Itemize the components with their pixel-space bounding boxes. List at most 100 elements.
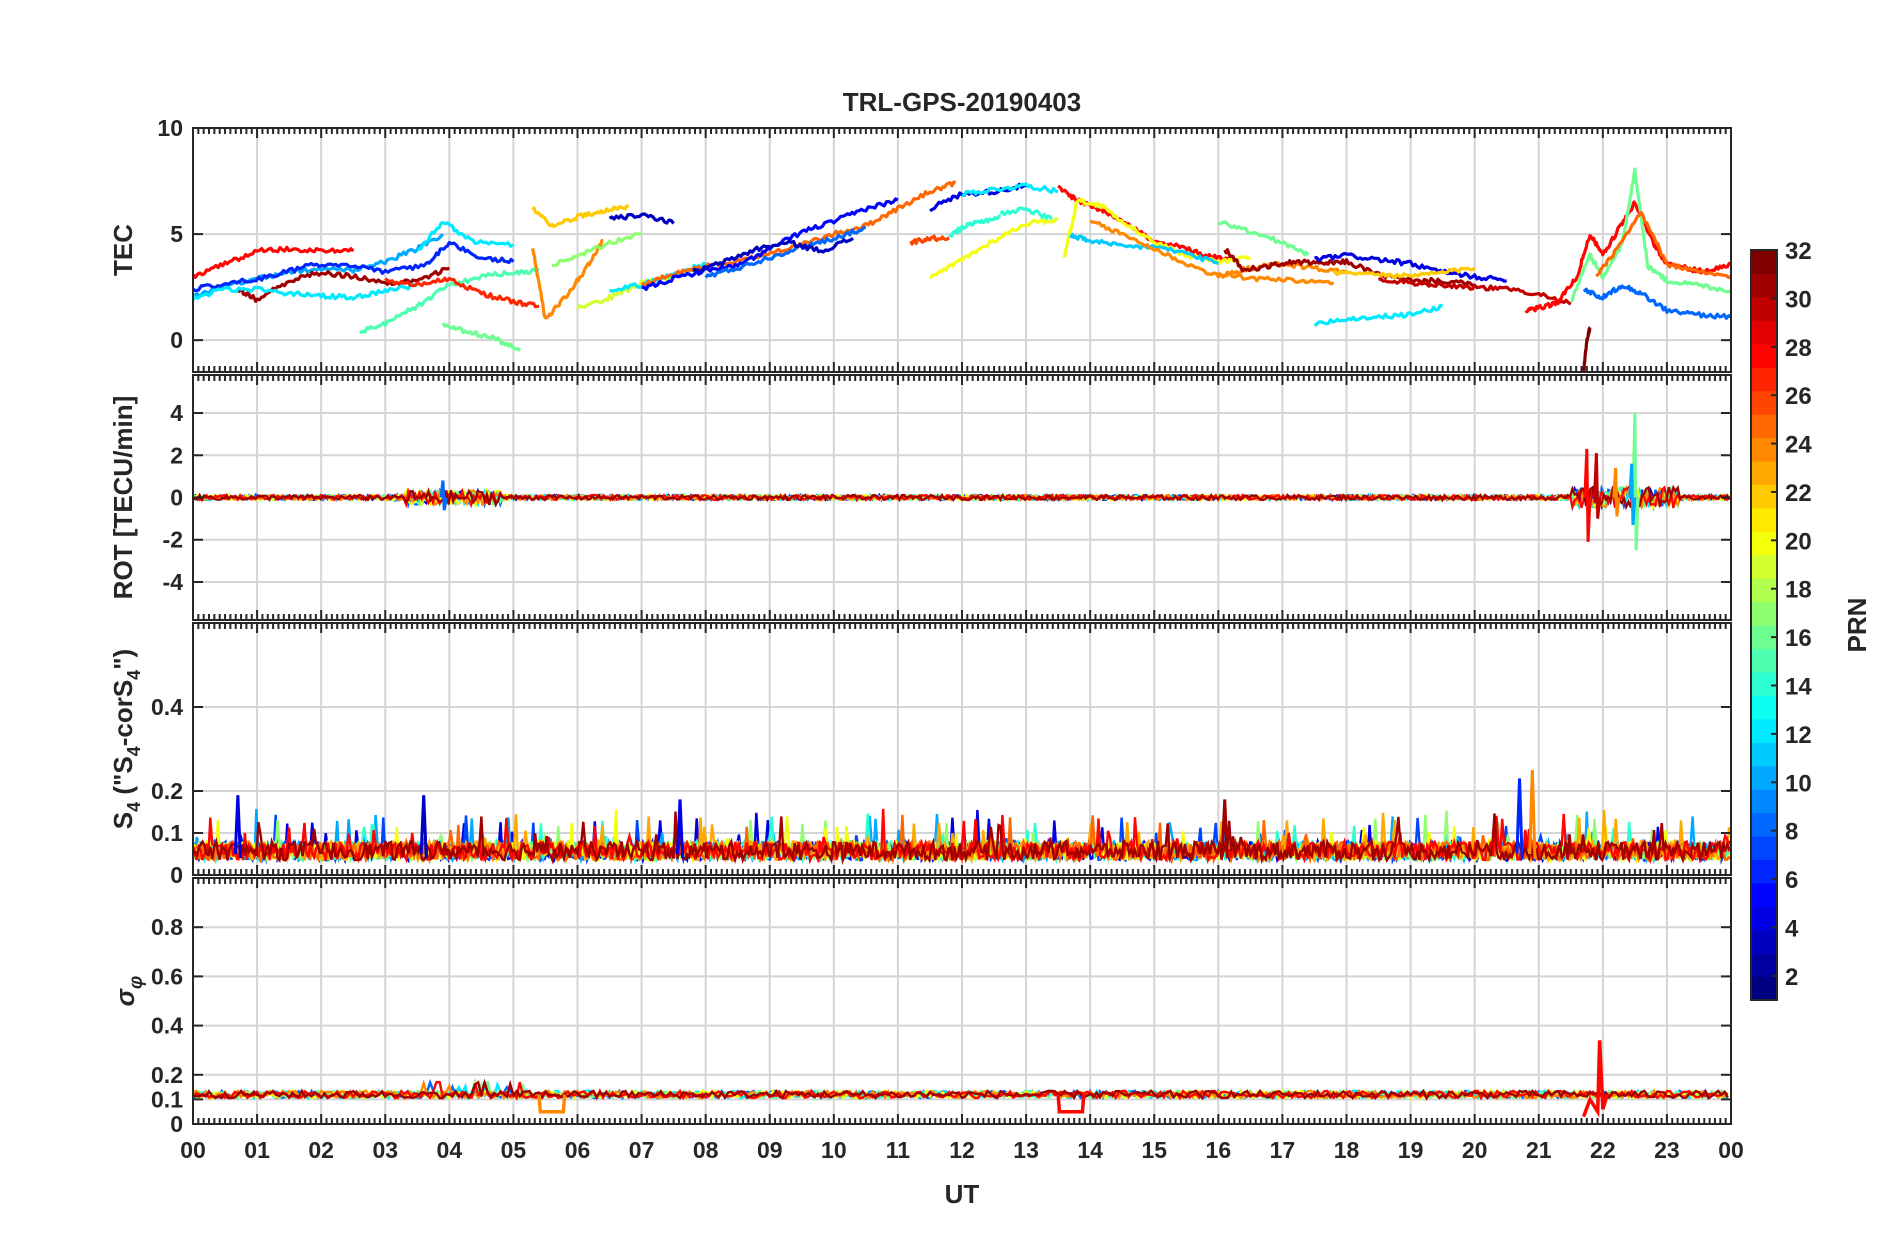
tick-layer bbox=[192, 127, 1732, 1125]
colorbar-swatch bbox=[1751, 601, 1777, 626]
tec-series-prn-12 bbox=[1313, 303, 1444, 327]
colorbar-tick-label: 28 bbox=[1785, 335, 1812, 362]
colorbar-tick-label: 8 bbox=[1785, 819, 1798, 846]
x-tick-label: 03 bbox=[372, 1137, 398, 1163]
panel-sigphi bbox=[193, 1040, 1729, 1118]
colorbar-tick-label: 10 bbox=[1785, 770, 1812, 797]
y-axis-label-tec: TEC bbox=[108, 224, 138, 276]
x-tick-label: 20 bbox=[1462, 1137, 1488, 1163]
tec-series-prn-8 bbox=[704, 226, 866, 279]
y-tick-label-rot: 4 bbox=[170, 400, 183, 426]
s4-peak-prn-4 bbox=[233, 795, 242, 859]
tec-series-prn-22 bbox=[1332, 266, 1476, 280]
tec-series-prn-22 bbox=[531, 204, 630, 229]
label-layer: TRL-GPS-20190403 UT PRN 0510TEC-4-2024RO… bbox=[108, 87, 1872, 1209]
y-axis-label-rot: ROT [TECU/min] bbox=[108, 396, 138, 600]
colorbar-swatch bbox=[1751, 742, 1777, 767]
x-tick-label: 13 bbox=[1013, 1137, 1039, 1163]
tec-series-prn-4 bbox=[1314, 251, 1507, 283]
colorbar-tick-label: 32 bbox=[1785, 238, 1812, 265]
colorbar-swatch bbox=[1751, 531, 1777, 556]
tec-series-prn-28 bbox=[1524, 200, 1731, 314]
tec-series-prn-8 bbox=[1582, 284, 1731, 320]
tec-series-prn-25 bbox=[1595, 210, 1731, 280]
tec-series-prn-24 bbox=[531, 238, 604, 320]
colorbar-swatch bbox=[1751, 273, 1777, 298]
colorbar-swatch bbox=[1751, 648, 1777, 673]
y-tick-label-tec: 10 bbox=[157, 115, 183, 141]
x-tick-label: 15 bbox=[1141, 1137, 1167, 1163]
colorbar-swatch bbox=[1751, 671, 1777, 696]
rot-spike-prn-8 bbox=[439, 480, 448, 511]
colorbar-swatch bbox=[1751, 296, 1777, 321]
panel-rot bbox=[193, 412, 1731, 551]
s4-peak-prn-3 bbox=[419, 795, 428, 859]
panel-tec bbox=[193, 167, 1731, 372]
x-tick-label: 05 bbox=[501, 1137, 527, 1163]
chart-title: TRL-GPS-20190403 bbox=[843, 87, 1081, 117]
x-tick-label: 14 bbox=[1077, 1137, 1103, 1163]
y-tick-label-sigphi: 0.8 bbox=[151, 914, 183, 940]
tec-series-prn-31 bbox=[236, 266, 450, 303]
rot-series-prn-31 bbox=[193, 484, 1731, 511]
tec-series-prn-32 bbox=[1582, 325, 1592, 372]
y-tick-label-rot: -4 bbox=[163, 569, 184, 595]
y-tick-label-tec: 5 bbox=[170, 221, 183, 247]
colorbar-swatch bbox=[1751, 789, 1777, 814]
x-axis-label: UT bbox=[945, 1179, 980, 1209]
rot-spike-prn-30 bbox=[1593, 453, 1602, 519]
y-tick-label-s4: 0.2 bbox=[151, 778, 183, 804]
x-tick-label: 10 bbox=[821, 1137, 847, 1163]
colorbar-swatch bbox=[1751, 976, 1777, 1001]
y-tick-label-sigphi: 0.2 bbox=[151, 1062, 183, 1088]
tec-series-prn-28 bbox=[193, 245, 355, 279]
tec-series-prn-15 bbox=[359, 267, 540, 334]
y-tick-label-s4: 0.1 bbox=[151, 820, 183, 846]
sigphi-dip-prn-24 bbox=[537, 1094, 567, 1114]
x-tick-label: 17 bbox=[1270, 1137, 1296, 1163]
x-tick-label: 06 bbox=[565, 1137, 591, 1163]
x-tick-label: 00 bbox=[1718, 1137, 1744, 1163]
rot-spike-prn-24 bbox=[1612, 467, 1621, 517]
colorbar-tick-label: 26 bbox=[1785, 383, 1812, 410]
colorbar-tick-label: 14 bbox=[1785, 673, 1812, 700]
colorbar-swatch bbox=[1751, 882, 1777, 907]
y-tick-label-tec: 0 bbox=[170, 327, 183, 353]
colorbar-tick-label: 20 bbox=[1785, 528, 1812, 555]
rot-spike-prn-28 bbox=[1583, 448, 1592, 542]
y-tick-label-s4: 0 bbox=[170, 862, 183, 888]
data-layer bbox=[193, 167, 1731, 1118]
tec-series-prn-12 bbox=[417, 221, 515, 252]
colorbar-swatch bbox=[1751, 367, 1777, 392]
y-tick-label-rot: 0 bbox=[170, 485, 183, 511]
colorbar-tick-label: 24 bbox=[1785, 432, 1812, 459]
x-tick-label: 07 bbox=[629, 1137, 655, 1163]
colorbar-swatch bbox=[1751, 460, 1777, 485]
colorbar-swatch bbox=[1751, 929, 1777, 954]
colorbar-frame bbox=[1750, 249, 1778, 1001]
colorbar-swatch bbox=[1751, 250, 1777, 275]
y-tick-label-sigphi: 0.4 bbox=[151, 1013, 183, 1039]
tec-series-prn-3 bbox=[692, 236, 854, 273]
tec-series-prn-24 bbox=[1217, 271, 1335, 286]
x-tick-label: 01 bbox=[244, 1137, 270, 1163]
x-tick-label: 12 bbox=[949, 1137, 975, 1163]
tec-series-prn-12 bbox=[193, 282, 418, 301]
colorbar-swatch bbox=[1751, 812, 1777, 837]
x-tick-label: 09 bbox=[757, 1137, 783, 1163]
tec-series-prn-24 bbox=[1089, 219, 1348, 279]
x-tick-label: 02 bbox=[308, 1137, 334, 1163]
tec-series-prn-6 bbox=[193, 240, 515, 293]
tec-series-prn-3 bbox=[608, 212, 675, 225]
colorbar-tick-label: 18 bbox=[1785, 577, 1812, 604]
x-tick-label: 21 bbox=[1526, 1137, 1552, 1163]
x-tick-label: 19 bbox=[1398, 1137, 1424, 1163]
s4-peak-prn-24 bbox=[1528, 769, 1537, 859]
x-tick-label: 11 bbox=[886, 1137, 911, 1163]
colorbar-tick-label: 22 bbox=[1785, 480, 1812, 507]
colorbar-swatch bbox=[1751, 320, 1777, 345]
tec-series-prn-17 bbox=[551, 232, 642, 268]
